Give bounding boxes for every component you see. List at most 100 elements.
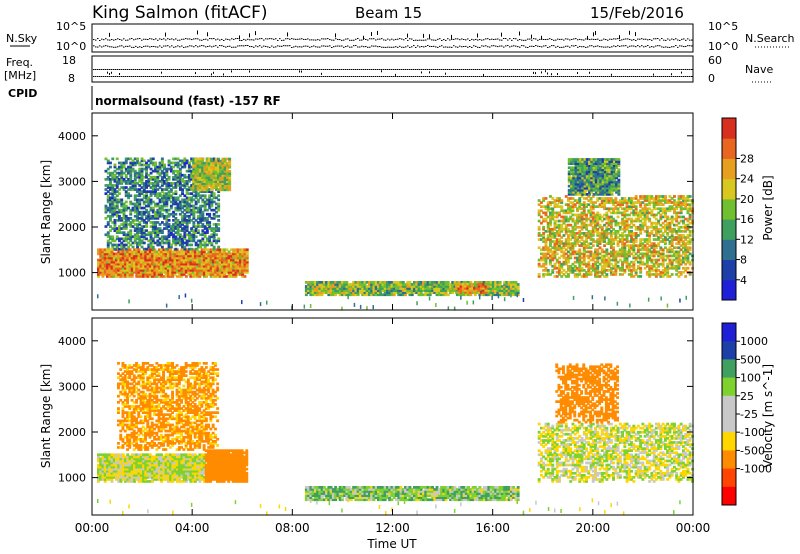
freq-point — [547, 69, 549, 70]
heatmap-cell — [104, 225, 108, 228]
heatmap-cell — [153, 269, 157, 272]
nsky-point — [239, 39, 241, 41]
heatmap-cell — [115, 206, 119, 210]
nsky-point — [157, 39, 159, 41]
heatmap-cell — [440, 283, 443, 286]
freq-point — [127, 69, 129, 70]
heatmap-cell — [158, 180, 162, 183]
heatmap-cell — [227, 275, 231, 278]
heatmap-cell — [167, 198, 171, 202]
heatmap-cell — [202, 271, 206, 274]
heatmap-cell — [455, 284, 458, 288]
heatmap-cell — [196, 217, 200, 220]
freq-point — [625, 69, 627, 70]
heatmap-cell — [174, 239, 178, 243]
heatmap-cell — [209, 248, 213, 252]
nsky-point — [445, 39, 447, 41]
heatmap-cell — [101, 248, 105, 252]
heatmap-cell — [553, 234, 557, 237]
nsearch-point — [463, 46, 465, 48]
nsky-point — [311, 39, 313, 41]
heatmap-cell — [131, 169, 135, 173]
heatmap-cell — [338, 287, 342, 290]
freq-point — [475, 69, 477, 70]
nsky-point — [683, 38, 685, 40]
nave-point — [681, 76, 683, 77]
nave-point — [137, 76, 139, 77]
heatmap-cell — [155, 254, 159, 258]
heatmap-cell — [477, 291, 481, 294]
heatmap-cell — [542, 205, 546, 208]
heatmap-cell — [147, 245, 151, 249]
heatmap-cell — [191, 262, 195, 266]
heatmap-cell — [181, 223, 184, 226]
nave-point — [675, 76, 677, 77]
heatmap-cell — [243, 254, 247, 258]
freq-point — [455, 69, 457, 70]
heatmap-cell — [153, 256, 157, 260]
nsky-point — [433, 39, 435, 41]
heatmap-cell — [104, 208, 108, 212]
heatmap-cell — [562, 211, 566, 215]
heatmap-cell — [440, 285, 443, 288]
heatmap-cell — [304, 291, 308, 294]
heatmap-cell — [576, 219, 579, 223]
heatmap-cell — [217, 229, 221, 232]
heatmap-cell — [555, 213, 559, 217]
heatmap-cell — [106, 248, 109, 252]
heatmap-cell — [331, 283, 335, 286]
heatmap-cell — [192, 208, 196, 212]
heatmap-cell — [145, 237, 148, 241]
heatmap-cell — [138, 171, 142, 175]
nave-point — [325, 76, 327, 77]
nsearch-point — [459, 45, 461, 47]
heatmap-cell — [569, 252, 573, 256]
heatmap-cell — [115, 171, 119, 175]
nsearch-point — [451, 46, 453, 48]
heatmap-cell — [187, 262, 191, 266]
nave-point — [151, 76, 153, 77]
nave-point — [93, 76, 95, 77]
heatmap-cell — [322, 285, 326, 288]
nave-point — [243, 76, 245, 77]
heatmap-cell — [567, 203, 570, 206]
heatmap-cell — [178, 264, 181, 268]
heatmap-cell — [553, 203, 557, 206]
heatmap-cell — [191, 248, 195, 252]
freq-point — [435, 69, 437, 70]
heatmap-cell — [142, 271, 145, 274]
heatmap-cell — [245, 254, 249, 258]
heatmap-cell — [203, 204, 207, 208]
heatmap-cell — [569, 207, 573, 211]
heatmap-cell — [172, 192, 175, 195]
heatmap-cell — [109, 217, 112, 220]
heatmap-cell — [209, 275, 213, 278]
heatmap-cell — [546, 236, 550, 239]
heatmap-cell — [546, 256, 550, 260]
heatmap-cell — [151, 157, 155, 161]
nsky-point — [643, 38, 645, 40]
heatmap-cell — [187, 250, 191, 254]
heatmap-cell — [120, 204, 124, 208]
nsearch-point — [445, 46, 447, 48]
heatmap-cell — [223, 172, 227, 175]
heatmap-cell — [151, 208, 155, 212]
nsky-point — [103, 39, 105, 41]
heatmap-cell — [140, 182, 144, 185]
heatmap-cell — [192, 204, 196, 208]
heatmap-cell — [121, 250, 125, 254]
heatmap-cell — [214, 172, 218, 175]
heatmap-cell — [178, 225, 182, 228]
heatmap-cell — [196, 186, 200, 190]
heatmap-cell — [578, 234, 582, 237]
heatmap-cell — [567, 275, 570, 278]
heatmap-cell — [128, 264, 132, 268]
freq-point — [381, 69, 383, 70]
heatmap-cell — [171, 252, 175, 256]
heatmap-cell — [207, 271, 211, 274]
nave-point — [601, 76, 603, 77]
heatmap-cell — [183, 182, 187, 185]
heatmap-cell — [331, 281, 335, 284]
heatmap-cell — [225, 248, 229, 252]
heatmap-cell — [129, 233, 133, 237]
